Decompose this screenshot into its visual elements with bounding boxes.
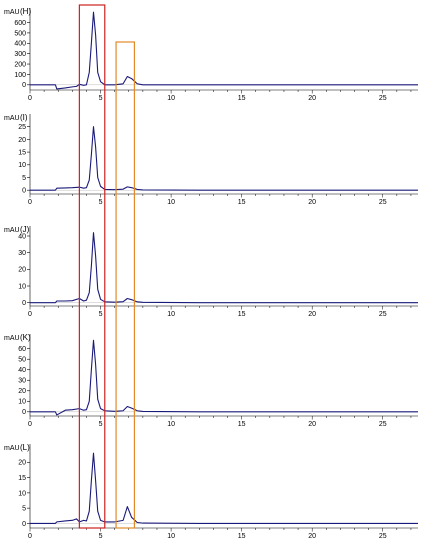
x-tick-label: 0 [28, 533, 32, 540]
y-tick-label: 20 [18, 388, 26, 395]
x-tick-label: 25 [379, 95, 387, 102]
panel-label: (H) [20, 7, 31, 16]
y-axis-label: mAU [4, 335, 20, 342]
y-tick-label: 300 [14, 51, 26, 58]
x-tick-label: 15 [238, 421, 246, 428]
minor-peak-highlight-box [115, 41, 136, 529]
x-tick-label: 25 [379, 533, 387, 540]
x-tick-label: 0 [28, 95, 32, 102]
x-tick-label: 0 [28, 199, 32, 206]
y-tick-label: 20 [18, 267, 26, 274]
y-tick-label: 20 [18, 137, 26, 144]
y-tick-label: 600 [14, 20, 26, 27]
y-tick-label: 200 [14, 61, 26, 68]
panel-h: mAU (H) 0 100 200 300 400 500 600 0 5 10 15 20 25 [4, 7, 418, 102]
y-tick-label: 10 [18, 490, 26, 497]
x-tick-label: 15 [238, 533, 246, 540]
x-tick-label: 20 [308, 95, 316, 102]
x-tick-label: 20 [308, 311, 316, 318]
y-tick-label: 30 [18, 378, 26, 385]
y-axis-label: mAU [4, 445, 20, 452]
y-tick-label: 30 [18, 250, 26, 257]
x-tick-label: 5 [99, 421, 103, 428]
main-peak-highlight-box [78, 4, 106, 529]
y-tick-label: 40 [18, 367, 26, 374]
x-tick-label: 10 [167, 199, 175, 206]
y-tick-label: 50 [18, 357, 26, 364]
y-tick-label: 5 [22, 506, 26, 513]
y-tick-label: 60 [18, 346, 26, 353]
y-tick-label: 25 [18, 124, 26, 131]
chromatogram-trace-0 [30, 126, 418, 191]
x-tick-label: 15 [238, 199, 246, 206]
x-tick-label: 5 [99, 199, 103, 206]
x-tick-label: 5 [99, 533, 103, 540]
y-tick-label: 0 [22, 188, 26, 195]
panel-i: mAU (I) 0 5 10 15 20 25 0 5 10 15 20 25 [4, 113, 418, 206]
panel-label: (J) [20, 225, 30, 234]
panel-k: mAU (K) 0 10 20 30 40 50 60 0 5 10 15 20 25 [4, 333, 418, 428]
chromatogram-trace-0 [30, 232, 418, 304]
chromatogram-trace-0 [30, 339, 418, 416]
y-tick-label: 10 [18, 162, 26, 169]
y-tick-label: 0 [22, 300, 26, 307]
y-tick-label: 40 [18, 233, 26, 240]
y-tick-label: 0 [22, 409, 26, 416]
x-tick-label: 10 [167, 95, 175, 102]
y-axis-label: mAU [4, 227, 20, 234]
y-tick-label: 10 [18, 399, 26, 406]
x-tick-label: 25 [379, 199, 387, 206]
y-tick-label: 0 [22, 82, 26, 89]
y-tick-label: 10 [18, 283, 26, 290]
panel-label: (I) [20, 113, 28, 122]
panel-label: (K) [20, 333, 31, 342]
x-tick-label: 5 [99, 95, 103, 102]
y-tick-label: 100 [14, 72, 26, 79]
x-tick-label: 25 [379, 421, 387, 428]
chromatogram-trace-0 [30, 452, 418, 524]
x-tick-label: 10 [167, 421, 175, 428]
y-axis-label: mAU [4, 9, 20, 16]
x-tick-label: 20 [308, 533, 316, 540]
x-tick-label: 10 [167, 311, 175, 318]
x-tick-label: 15 [238, 311, 246, 318]
panel-label: (L) [20, 443, 30, 452]
panel-j: mAU (J) 0 10 20 30 40 0 5 10 15 20 25 [4, 225, 418, 318]
x-tick-label: 20 [308, 421, 316, 428]
y-tick-label: 500 [14, 30, 26, 37]
highlight-boxes [78, 4, 136, 529]
x-tick-label: 10 [167, 533, 175, 540]
y-tick-label: 15 [18, 149, 26, 156]
chromatogram-trace-0 [30, 11, 418, 90]
panel-l: mAU (L) 0 5 10 15 20 0 5 10 15 20 25 [4, 443, 418, 540]
x-tick-label: 15 [238, 95, 246, 102]
y-tick-label: 15 [18, 475, 26, 482]
x-tick-label: 20 [308, 199, 316, 206]
y-axis-label: mAU [4, 115, 20, 122]
y-tick-label: 20 [18, 460, 26, 467]
x-tick-label: 5 [99, 311, 103, 318]
y-tick-label: 400 [14, 41, 26, 48]
y-tick-label: 5 [22, 175, 26, 182]
x-tick-label: 0 [28, 421, 32, 428]
x-tick-label: 25 [379, 311, 387, 318]
x-tick-label: 0 [28, 311, 32, 318]
y-tick-label: 0 [22, 521, 26, 528]
